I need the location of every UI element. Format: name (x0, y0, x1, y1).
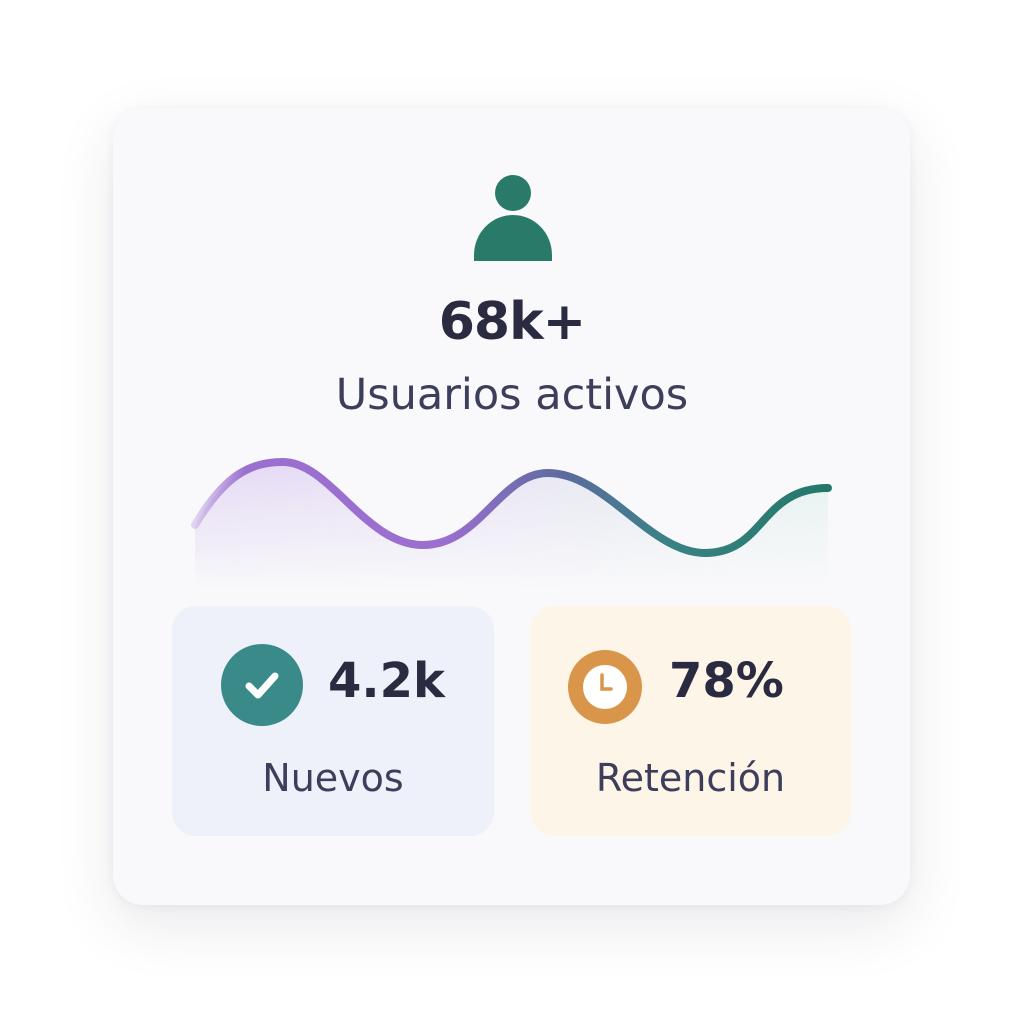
nuevos-value: 4.2k (328, 653, 445, 709)
user-icon (474, 175, 552, 261)
trend-area (195, 462, 828, 590)
stat-tile-nuevos: 4.2k Nuevos (172, 606, 494, 836)
nuevos-label: Nuevos (262, 756, 404, 800)
trend-sparkline (191, 457, 832, 590)
active-users-value: 68k+ (438, 292, 587, 352)
trend-line (191, 457, 832, 558)
retencion-value: 78% (669, 653, 784, 709)
check-circle-icon (221, 644, 303, 726)
stat-tile-retencion: 78% Retención (530, 606, 851, 836)
clock-icon (568, 650, 642, 724)
retencion-label: Retención (595, 756, 786, 800)
active-users-label: Usuarios activos (335, 370, 689, 420)
